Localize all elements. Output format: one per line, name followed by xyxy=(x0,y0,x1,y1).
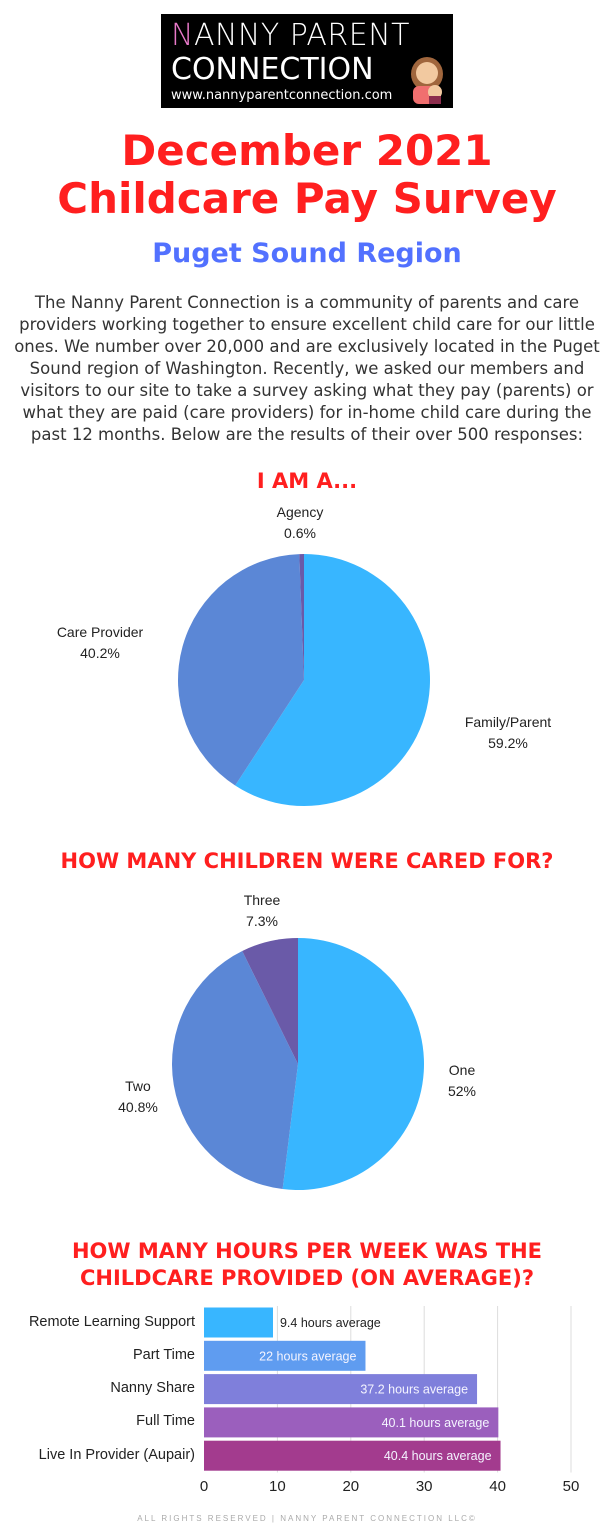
bar-data-label: 9.4 hours average xyxy=(280,1316,381,1330)
slice-value: 52% xyxy=(447,1083,477,1099)
bar xyxy=(204,1340,366,1371)
slice-value: 59.2% xyxy=(488,735,528,751)
slice-label: Three xyxy=(243,892,281,908)
bar-data-label: 40.4 hours average xyxy=(384,1449,492,1463)
bar xyxy=(204,1307,273,1338)
bar-data-label: 22 hours average xyxy=(259,1349,356,1363)
page-title-line2: Childcare Pay Survey xyxy=(57,174,557,223)
pie1-label-agency: Agency 0.6% xyxy=(250,502,350,544)
x-tick-label: 30 xyxy=(415,1478,433,1495)
chart1-title: I AM A... xyxy=(256,469,358,493)
slice-value: 40.8% xyxy=(118,1099,158,1115)
slice-value: 7.3% xyxy=(246,913,278,929)
slice-label: Family/Parent xyxy=(464,714,552,730)
slice-label: Care Provider xyxy=(56,624,144,640)
pie-slice-care-provider xyxy=(178,554,304,786)
x-tick-label: 10 xyxy=(269,1478,286,1495)
pie-slice-three xyxy=(242,938,298,1064)
pie-slice-agency xyxy=(299,554,304,680)
footer: ALL RIGHTS RESERVED | NANNY PARENT CONNE… xyxy=(137,1514,477,1523)
slice-label: One xyxy=(448,1062,476,1078)
pie1-label-family: Family/Parent 59.2% xyxy=(448,712,568,754)
logo: NANNY PARENT CONNECTION www.nannyparentc… xyxy=(161,14,453,108)
pie2-label-three: Three 7.3% xyxy=(212,890,312,932)
chart3-title-line2: CHILDCARE PROVIDED (ON AVERAGE)? xyxy=(79,1266,535,1290)
bar-category-label: Live In Provider (Aupair) xyxy=(38,1446,195,1463)
pie2-label-one: One 52% xyxy=(422,1060,502,1102)
chart2-title: HOW MANY CHILDREN WERE CARED FOR? xyxy=(60,849,554,873)
x-tick-label: 0 xyxy=(199,1478,209,1495)
bar-data-label: 40.1 hours average xyxy=(382,1416,490,1430)
bar-category-label: Remote Learning Support xyxy=(28,1313,195,1330)
slice-label: Agency xyxy=(276,504,324,520)
pie-chart-children xyxy=(171,938,424,1190)
pie-chart-role xyxy=(178,554,430,806)
pie2-label-two: Two 40.8% xyxy=(98,1076,178,1118)
pie-slice-two xyxy=(171,950,298,1190)
pie1-label-care-provider: Care Provider 40.2% xyxy=(30,622,170,664)
slice-label: Two xyxy=(125,1078,151,1094)
x-tick-label: 50 xyxy=(562,1478,580,1495)
bar xyxy=(204,1374,478,1405)
nanny-baby-icon xyxy=(411,57,443,104)
x-tick-label: 40 xyxy=(489,1478,506,1495)
pie-slice-one xyxy=(282,938,424,1190)
bar xyxy=(204,1440,501,1471)
bar-data-label: 37.2 hours average xyxy=(360,1383,468,1397)
logo-n: N xyxy=(171,18,194,53)
logo-line1: ANNY PARENT xyxy=(193,18,410,53)
bar xyxy=(204,1407,499,1438)
intro-paragraph: The Nanny Parent Connection is a communi… xyxy=(14,293,600,444)
logo-line2: CONNECTION xyxy=(171,52,374,87)
slice-value: 0.6% xyxy=(284,525,316,541)
slice-value: 40.2% xyxy=(80,645,120,661)
chart3-title-line1: HOW MANY HOURS PER WEEK WAS THE xyxy=(71,1239,543,1263)
logo-url: www.nannyparentconnection.com xyxy=(171,88,393,103)
bar-category-label: Full Time xyxy=(136,1413,195,1430)
bar-category-label: Nanny Share xyxy=(110,1380,195,1397)
bar-category-label: Part Time xyxy=(132,1346,195,1363)
x-tick-label: 20 xyxy=(342,1478,360,1495)
page-subtitle: Puget Sound Region xyxy=(152,238,462,269)
page-title-line1: December 2021 xyxy=(121,126,493,175)
pie-slice-family-parent xyxy=(235,554,430,806)
